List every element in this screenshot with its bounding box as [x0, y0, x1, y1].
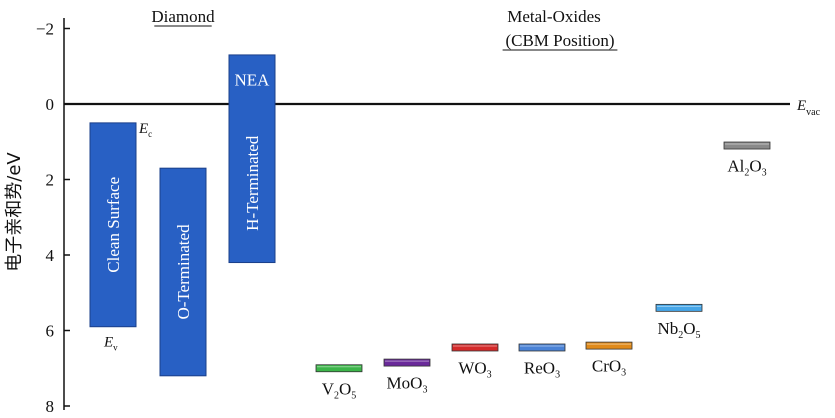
metal-oxide-label: Nb2O5 [657, 319, 700, 341]
metal-oxide-markers: V2O5 MoO3 WO3 ReO3 CrO3 Nb2O5 Al2O3 [315, 141, 771, 401]
diamond-bar-label: Clean Surface [104, 177, 123, 273]
y-tick-label: 4 [46, 246, 55, 265]
group-header: Metal-Oxides [507, 7, 600, 26]
y-axis-label: 电子亲和势/eV [4, 152, 25, 272]
metal-oxide-label: MoO3 [387, 374, 428, 396]
diamond-bar [159, 167, 207, 377]
y-tick-label: 6 [46, 322, 55, 341]
metal-oxide-label: Al2O3 [727, 157, 766, 179]
reference-line-group: Evac [64, 98, 821, 118]
y-tick-label: 0 [46, 95, 55, 114]
diamond-bar-label: O-Terminated [174, 224, 193, 320]
group-header: (CBM Position) [505, 31, 614, 50]
metal-oxide-marker [723, 141, 771, 150]
band-edge-label: Ec [138, 121, 152, 139]
metal-oxide-marker [315, 364, 363, 373]
group-header: Diamond [151, 7, 215, 26]
metal-oxide-label: V2O5 [322, 379, 357, 401]
metal-oxide-marker [383, 358, 431, 367]
metal-oxide-label: WO3 [458, 358, 491, 380]
metal-oxide-label: CrO3 [592, 357, 626, 379]
diamond-bar-label: H-Terminated [243, 135, 262, 231]
metal-oxide-marker [451, 343, 499, 352]
y-tick-label: −2 [36, 20, 54, 39]
y-tick-label: 2 [46, 171, 55, 190]
vacuum-level-label: Evac [796, 98, 821, 118]
y-ticks-group: −2 0 2 4 6 8 [36, 20, 70, 416]
band-edge-label: Ev [103, 335, 118, 353]
metal-oxide-marker [655, 303, 703, 312]
band-edge-labels: Ec Ev [103, 121, 152, 353]
metal-oxide-marker [518, 343, 566, 352]
nea-label: NEA [235, 70, 271, 89]
group-headers: Diamond Metal-Oxides (CBM Position) [151, 7, 618, 51]
diamond-bar [228, 54, 276, 264]
metal-oxide-label: ReO3 [524, 358, 560, 380]
metal-oxide-marker [585, 341, 633, 350]
diamond-bar [89, 122, 137, 328]
diamond-bars: Clean Surface O-Terminated H-Terminated NEA [89, 54, 276, 377]
y-tick-label: 8 [46, 397, 55, 416]
